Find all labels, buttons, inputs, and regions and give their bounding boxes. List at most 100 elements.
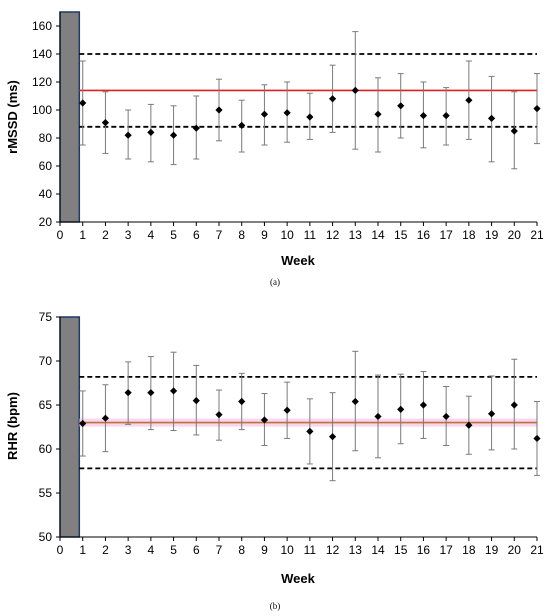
data-point-diamond <box>101 414 110 422</box>
y-tick-label: 60 <box>39 159 53 173</box>
data-point-diamond <box>79 99 87 107</box>
x-tick-label: 1 <box>79 543 86 557</box>
panel-b-sublabel: (b) <box>270 601 281 611</box>
data-point-diamond <box>442 412 450 421</box>
x-tick-label: 5 <box>170 543 177 557</box>
data-point-diamond <box>465 96 473 104</box>
panel-b-ref-lines <box>79 375 538 470</box>
x-tick-label: 6 <box>193 228 200 242</box>
panel-a-plot-area <box>59 11 81 223</box>
panel-a-ref-lines <box>79 53 537 128</box>
x-tick-label: 14 <box>371 543 385 557</box>
data-point-diamond <box>147 128 155 136</box>
y-tick-label: 75 <box>39 310 53 324</box>
x-tick-label: 9 <box>261 543 268 557</box>
y-tick-label: 140 <box>32 47 52 61</box>
data-point-diamond <box>465 421 473 429</box>
x-tick-label: 15 <box>394 228 408 242</box>
x-tick-label: 2 <box>102 543 109 557</box>
x-tick-label: 16 <box>417 543 431 557</box>
data-point-diamond <box>510 401 518 409</box>
x-tick-label: 6 <box>193 543 200 557</box>
x-tick-label: 8 <box>238 543 245 557</box>
data-point-diamond <box>351 397 359 406</box>
x-tick-label: 3 <box>125 228 132 242</box>
x-tick-label: 15 <box>394 543 408 557</box>
y-tick-label: 120 <box>32 75 52 89</box>
panel-a-axes <box>56 12 538 226</box>
x-tick-label: 11 <box>304 543 317 557</box>
baseline-period-bar <box>59 11 81 223</box>
x-tick-label: 20 <box>508 543 522 557</box>
panel-a-x-axis-label: Week <box>281 253 315 268</box>
data-point-diamond <box>306 113 314 121</box>
data-point-diamond <box>533 434 541 443</box>
x-tick-label: 12 <box>326 543 340 557</box>
data-point-diamond <box>487 410 496 418</box>
y-tick-label: 100 <box>32 103 52 117</box>
data-point-diamond <box>442 112 450 120</box>
x-tick-label: 18 <box>462 543 476 557</box>
y-tick-label: 160 <box>32 19 52 33</box>
x-tick-label: 19 <box>485 228 499 242</box>
data-point-diamond <box>192 397 200 405</box>
data-point-diamond <box>533 105 541 113</box>
baseline-period-bar <box>59 316 81 538</box>
x-tick-label: 1 <box>79 228 86 242</box>
x-tick-label: 0 <box>57 543 64 557</box>
data-point-diamond <box>419 112 428 120</box>
x-tick-label: 19 <box>485 543 499 557</box>
x-tick-label: 21 <box>530 228 544 242</box>
y-tick-label: 80 <box>39 131 53 145</box>
x-tick-label: 16 <box>417 228 431 242</box>
x-tick-label: 2 <box>102 228 109 242</box>
data-point-diamond <box>283 406 291 414</box>
panel-b-axes <box>56 316 538 541</box>
data-point-diamond <box>215 106 223 114</box>
panel-b-y-axis-label: RHR (bpm) <box>5 392 20 460</box>
data-point-diamond <box>397 405 405 413</box>
data-point-diamond <box>169 387 178 395</box>
data-point-diamond <box>124 131 132 139</box>
data-point-diamond <box>79 419 87 428</box>
data-point-diamond <box>306 427 314 435</box>
panel-a-y-axis-label: rMSSD (ms) <box>5 80 20 154</box>
x-tick-label: 0 <box>57 228 64 242</box>
x-tick-label: 10 <box>280 543 294 557</box>
data-point-diamond <box>260 110 269 118</box>
data-point-diamond <box>374 412 382 421</box>
y-tick-label: 20 <box>39 215 53 229</box>
data-point-diamond <box>215 411 223 419</box>
x-tick-label: 3 <box>125 543 132 557</box>
y-tick-label: 60 <box>39 442 53 456</box>
x-tick-label: 17 <box>439 543 453 557</box>
y-tick-label: 65 <box>39 398 53 412</box>
panel-b-plot-area <box>59 316 81 538</box>
x-tick-label: 4 <box>148 543 155 557</box>
data-point-diamond <box>147 389 155 397</box>
data-point-diamond <box>487 114 496 122</box>
x-tick-label: 7 <box>216 543 223 557</box>
panel-b-x-axis-label: Week <box>281 571 315 586</box>
x-tick-label: 20 <box>508 228 522 242</box>
x-tick-label: 8 <box>238 228 245 242</box>
x-tick-label: 4 <box>148 228 155 242</box>
data-point-diamond <box>101 119 110 127</box>
x-tick-label: 18 <box>462 228 476 242</box>
data-point-diamond <box>238 121 246 129</box>
data-point-diamond <box>351 86 359 94</box>
data-point-diamond <box>328 433 337 441</box>
data-point-diamond <box>124 389 132 397</box>
data-point-diamond <box>510 127 518 135</box>
data-point-diamond <box>328 95 337 103</box>
x-tick-label: 13 <box>349 543 363 557</box>
panel-a-data-marks <box>79 31 541 170</box>
x-tick-label: 17 <box>439 228 453 242</box>
data-point-diamond <box>374 110 382 118</box>
panel-b-data-marks <box>79 350 541 482</box>
x-tick-label: 5 <box>170 228 177 242</box>
